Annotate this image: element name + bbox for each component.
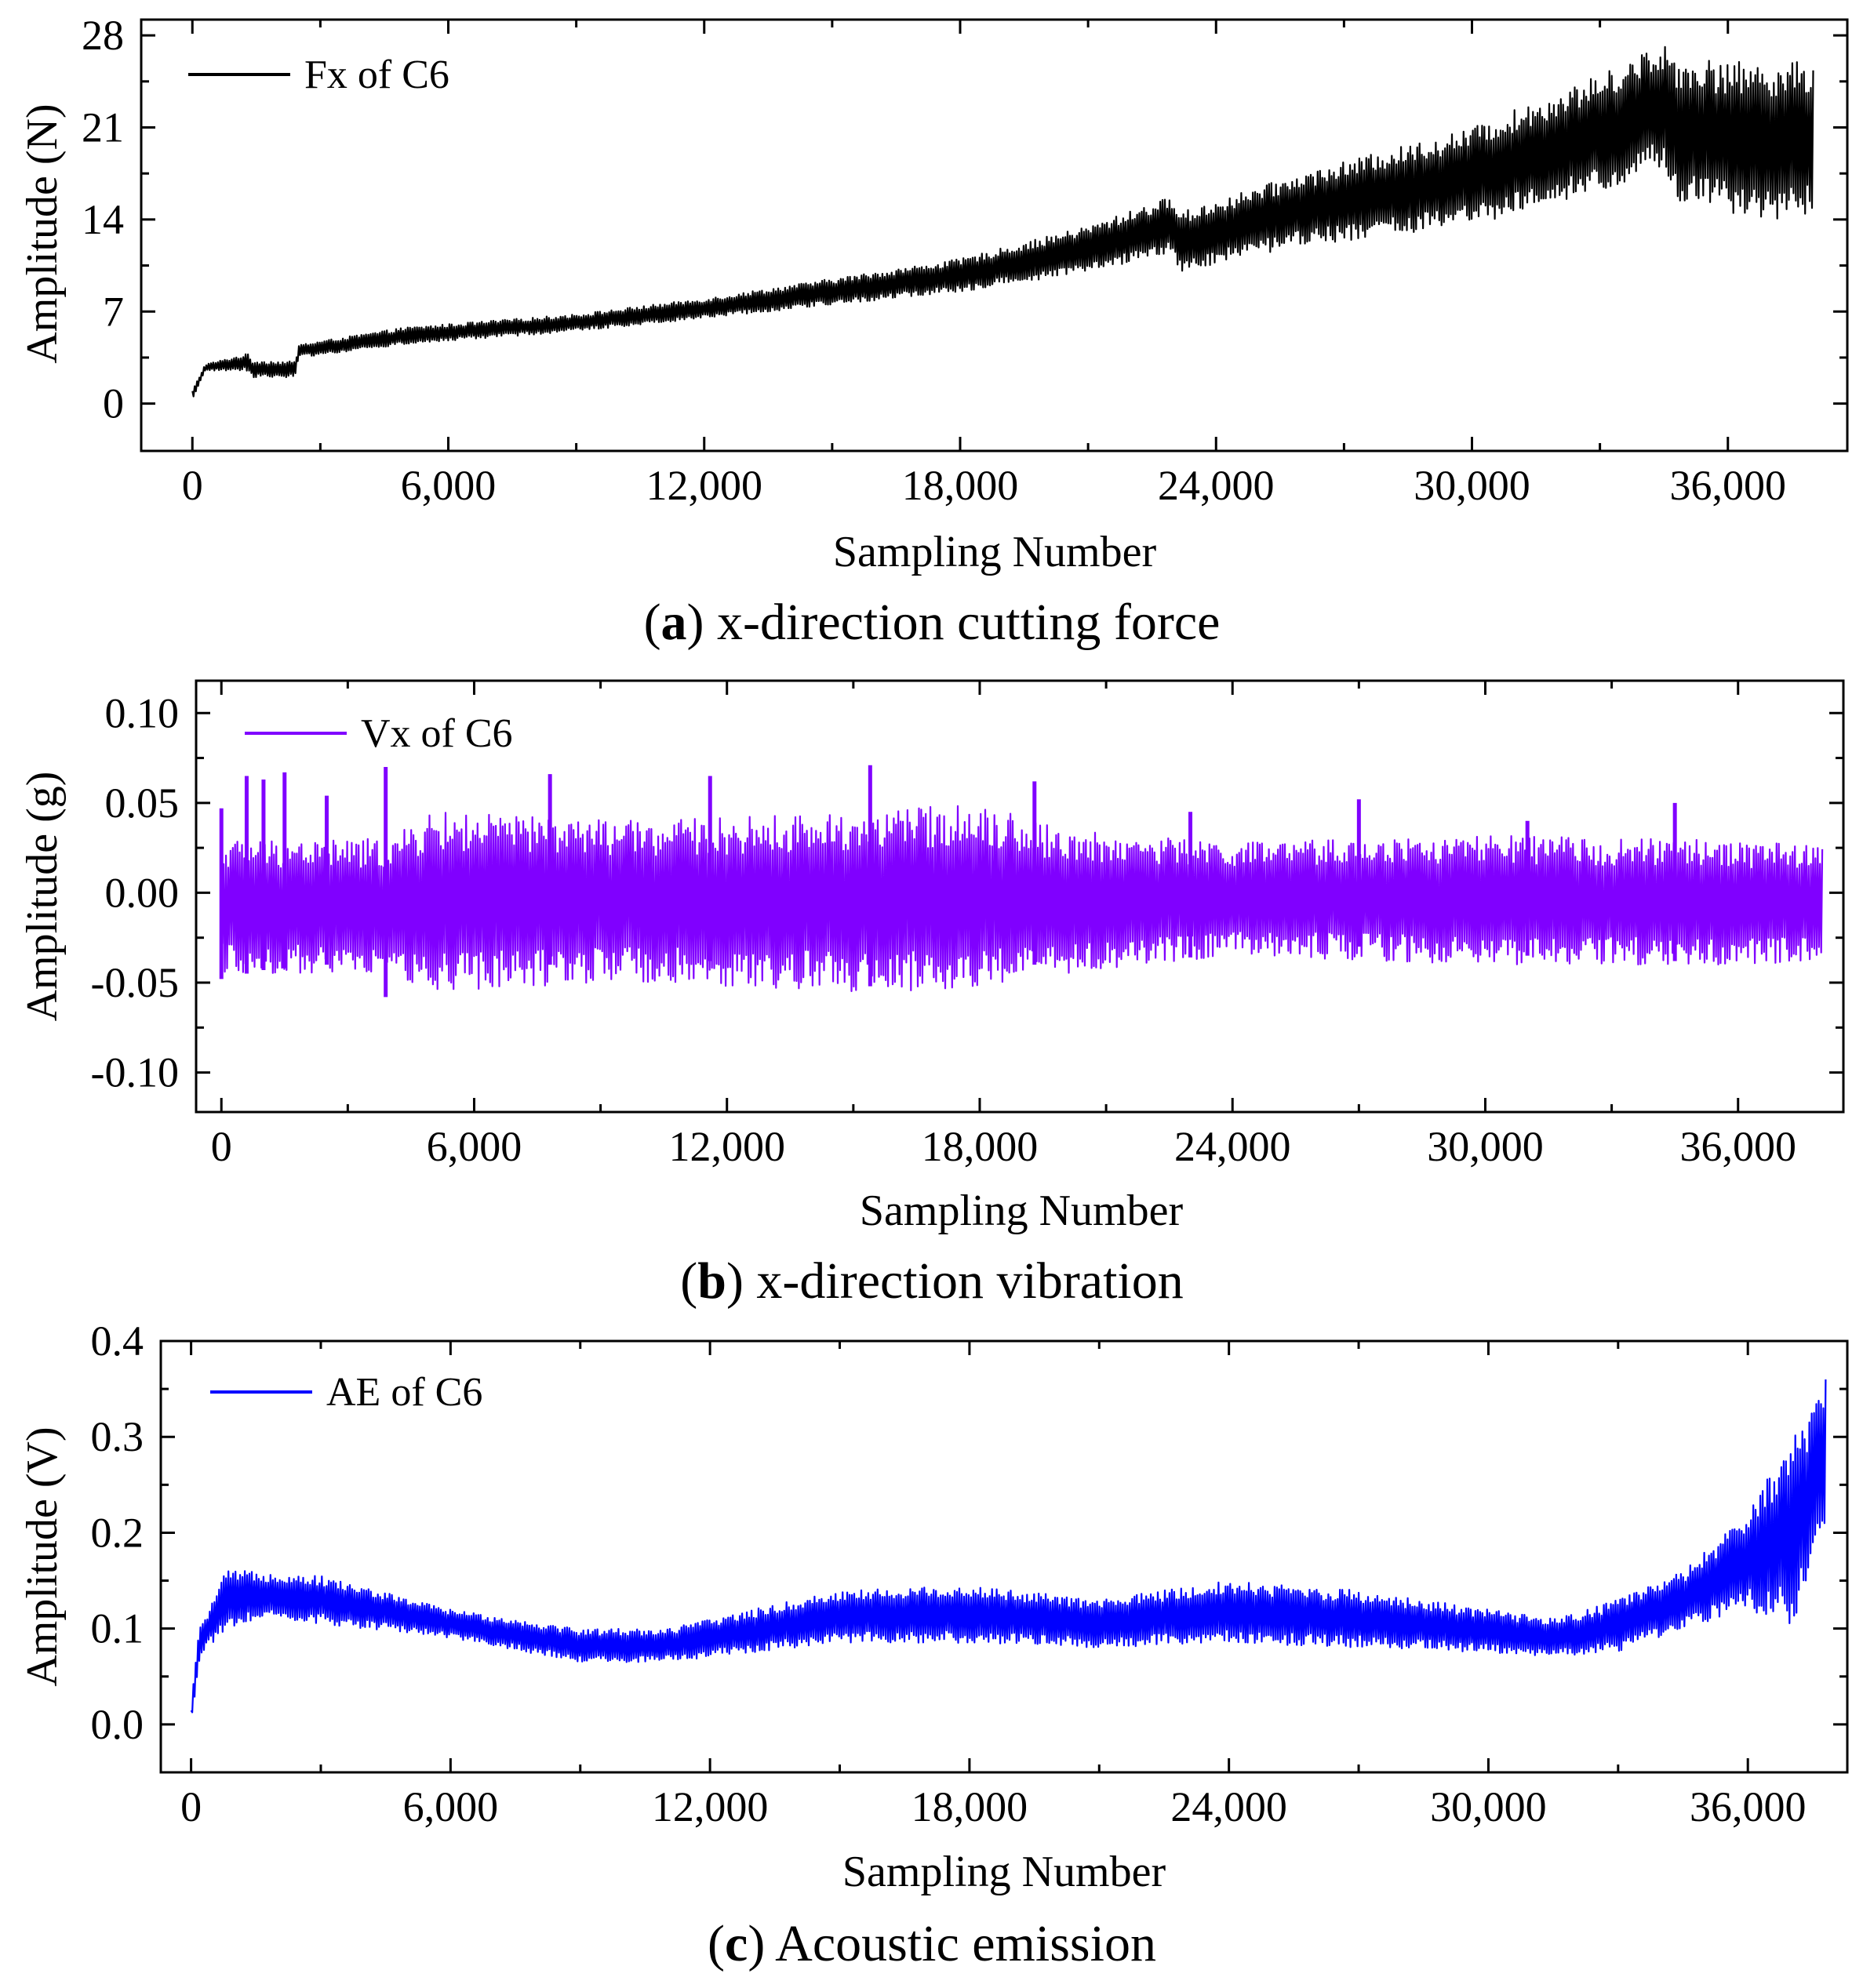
y-tick-label: 0.1 [91, 1605, 144, 1652]
x-tick-label: 18,000 [911, 1783, 1028, 1830]
y-tick-label: -0.10 [91, 1049, 179, 1096]
caption-text: x-direction cutting force [717, 594, 1220, 651]
y-axis-title: Amplitude (g) [18, 772, 67, 1022]
series-line [191, 45, 1814, 398]
ae-signal-series [190, 1379, 1827, 1714]
vx-signal-series [219, 765, 1824, 998]
y-tick-label: 0.10 [105, 689, 180, 736]
x-tick-label: 36,000 [1690, 1783, 1807, 1830]
y-tick-label: 0.4 [91, 1317, 144, 1365]
x-axis-title: Sampling Number [842, 1848, 1166, 1896]
x-tick-label: 6,000 [427, 1123, 522, 1170]
legend-label: Fx of C6 [304, 53, 449, 97]
axis-ticks: 0 6,000 12,000 18,000 24,000 30,000 36,000 0.0 0… [91, 1317, 1847, 1830]
y-tick-label: 21 [82, 104, 124, 151]
axis-ticks: 0 6,000 12,000 18,000 24,000 30,000 36,000 0.10… [91, 681, 1843, 1170]
x-tick-label: 6,000 [401, 462, 497, 509]
caption-text: x-direction vibration [756, 1252, 1183, 1310]
fx-signal-series [191, 45, 1814, 398]
x-axis-title: Sampling Number [833, 528, 1157, 576]
x-tick-label: 6,000 [403, 1783, 499, 1830]
legend: AE of C6 [210, 1370, 482, 1415]
panel-c-acoustic-emission: 0 6,000 12,000 18,000 24,000 30,000 36,000 0.0 0… [18, 1317, 1849, 1972]
legend: Fx of C6 [188, 53, 449, 97]
y-tick-label: -0.05 [91, 959, 179, 1006]
panel-caption: (a) x-direction cutting force [644, 594, 1221, 651]
y-tick-label: 0.0 [91, 1701, 144, 1748]
plot-frame [140, 18, 1849, 452]
plot-frame [159, 1339, 1849, 1774]
series-line [190, 1379, 1827, 1714]
x-tick-label: 0 [182, 462, 203, 509]
legend-label: AE of C6 [326, 1370, 482, 1415]
x-tick-label: 36,000 [1679, 1123, 1796, 1170]
x-tick-label: 12,000 [668, 1123, 785, 1170]
caption-letter: c [725, 1915, 748, 1972]
y-tick-label: 0.2 [91, 1509, 144, 1556]
panel-a-cutting-force: 0 6,000 12,000 18,000 24,000 30,000 36,000 0 7 14… [18, 12, 1849, 651]
caption-text: Acoustic emission [775, 1915, 1156, 1972]
x-tick-label: 24,000 [1174, 1123, 1291, 1170]
plot-frame [195, 679, 1845, 1114]
series-line [220, 805, 1824, 992]
x-tick-label: 30,000 [1427, 1123, 1544, 1170]
caption-letter: b [697, 1252, 726, 1310]
y-tick-label: 7 [103, 288, 124, 335]
y-axis-title: Amplitude (V) [18, 1426, 67, 1686]
panel-b-vibration: 0 6,000 12,000 18,000 24,000 30,000 36,000 0.10… [18, 679, 1845, 1310]
x-tick-label: 0 [180, 1783, 202, 1830]
y-tick-label: 28 [82, 12, 124, 59]
legend: Vx of C6 [245, 711, 513, 756]
x-tick-label: 18,000 [902, 462, 1019, 509]
y-tick-label: 0.05 [105, 780, 180, 827]
x-tick-label: 0 [211, 1123, 232, 1170]
axis-ticks: 0 6,000 12,000 18,000 24,000 30,000 36,000 0 7 14… [82, 12, 1847, 509]
x-tick-label: 24,000 [1170, 1783, 1287, 1830]
y-tick-label: 14 [82, 196, 124, 243]
y-tick-label: 0.3 [91, 1413, 144, 1460]
x-tick-label: 36,000 [1670, 462, 1787, 509]
x-tick-label: 12,000 [646, 462, 763, 509]
x-tick-label: 24,000 [1158, 462, 1275, 509]
caption-letter: a [661, 594, 687, 651]
x-axis-title: Sampling Number [860, 1187, 1184, 1235]
panel-caption: (c) Acoustic emission [708, 1915, 1156, 1972]
legend-label: Vx of C6 [361, 711, 513, 756]
x-tick-label: 30,000 [1414, 462, 1530, 509]
x-tick-label: 30,000 [1430, 1783, 1547, 1830]
panel-caption: (b) x-direction vibration [680, 1252, 1184, 1310]
x-tick-label: 12,000 [652, 1783, 769, 1830]
y-tick-label: 0.00 [105, 869, 180, 916]
y-tick-label: 0 [103, 380, 124, 427]
y-axis-title: Amplitude (N) [18, 104, 67, 363]
x-tick-label: 18,000 [922, 1123, 1039, 1170]
